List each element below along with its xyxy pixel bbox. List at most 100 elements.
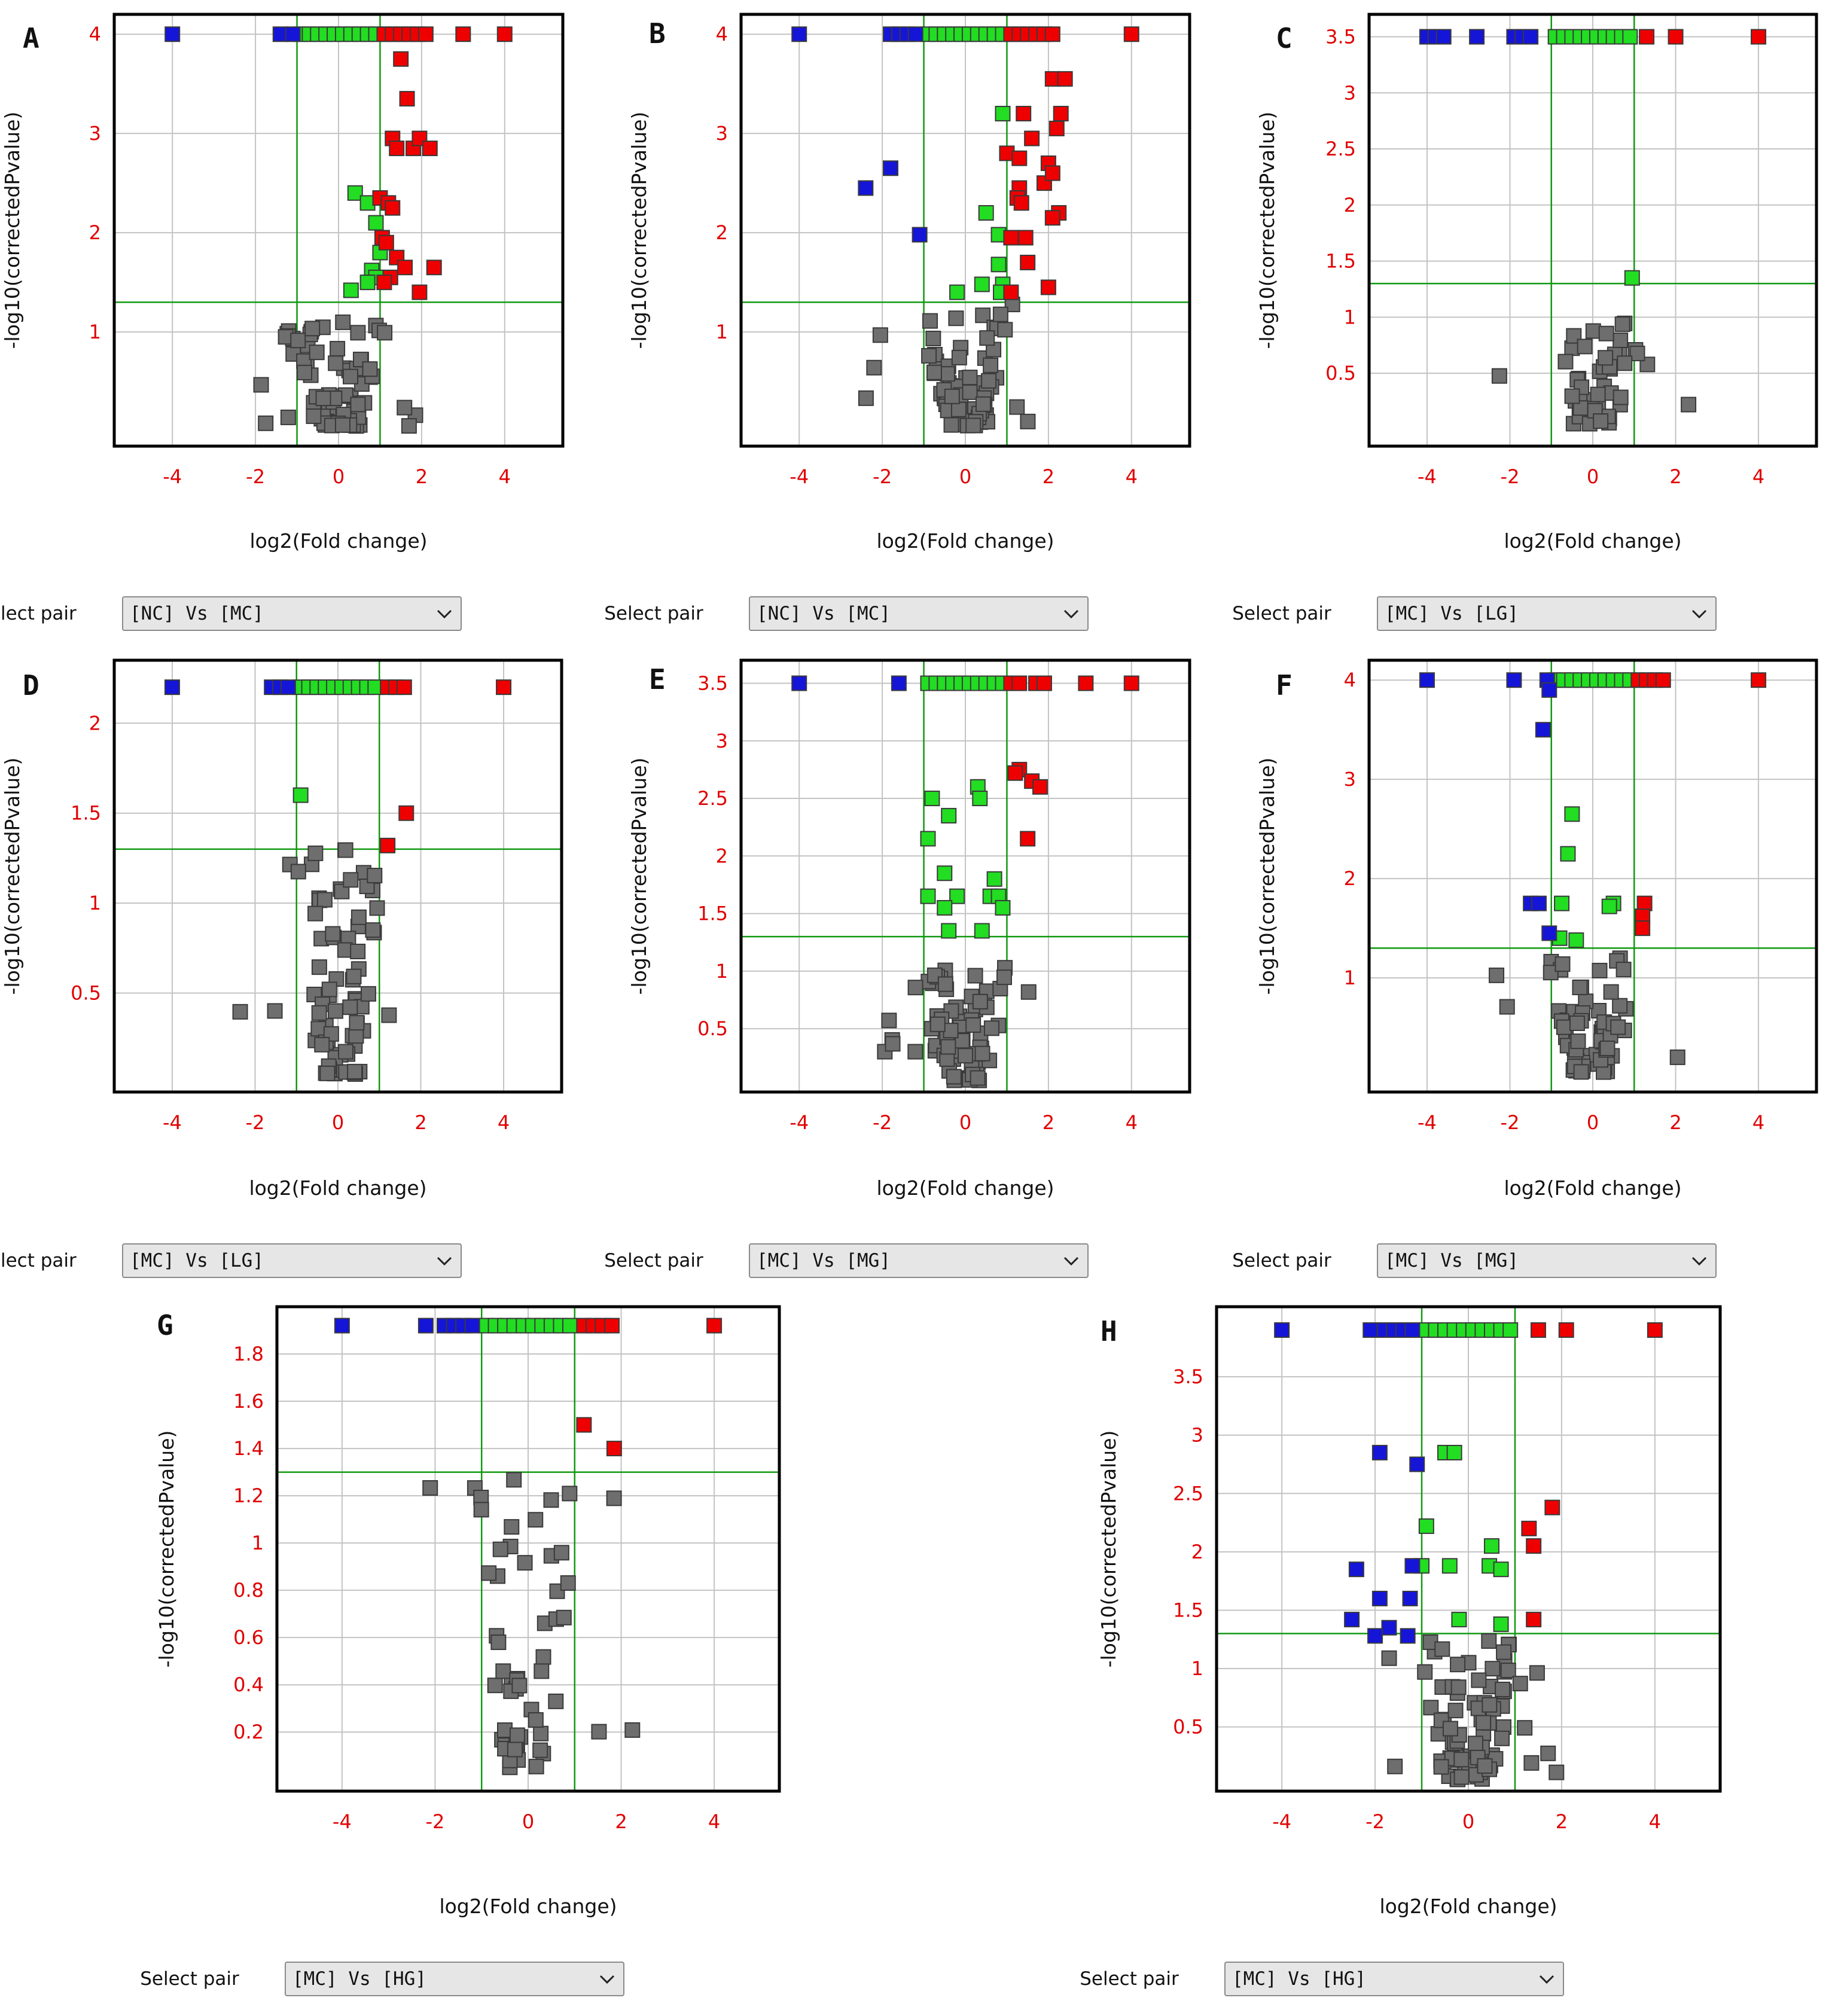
point-not-significant [495,1663,511,1679]
point-down-regulated [907,26,923,42]
x-tick-label: 0 [959,465,971,488]
plot-frame [275,1305,781,1793]
x-tick-label: 4 [708,1810,720,1833]
select-pair-box[interactable] [122,1243,462,1278]
select-pair-value: [NC] Vs [MC] [130,603,264,624]
select-pair-value: [MC] Vs [HG] [292,1968,426,1990]
x-tick-label: -2 [873,465,892,488]
point-up-regulated [397,260,413,276]
point-not-significant [507,1741,523,1758]
select-pair-dropdown[interactable]: [MC] Vs [MG] [749,1243,1089,1278]
y-tick-label: 3.5 [1173,1365,1203,1388]
point-filtered [937,899,953,916]
panel-label: B [649,17,666,50]
point-not-significant [337,1044,353,1060]
select-pair-dropdown[interactable]: [NC] Vs [MC] [749,596,1089,631]
select-pair-box[interactable] [1377,1243,1717,1278]
select-pair-dropdown[interactable]: [MC] Vs [MG] [1377,1243,1717,1278]
point-not-significant [532,1742,548,1758]
plot-frame [1215,1305,1722,1793]
y-tick-label: 1.4 [233,1437,264,1460]
point-down-regulated [285,26,301,42]
chevron-down-icon[interactable] [437,609,452,619]
x-tick-label: 4 [1649,1810,1661,1833]
point-up-regulated [1751,672,1767,688]
point-not-significant [1489,967,1505,983]
point-not-significant [907,1044,923,1060]
point-not-significant [1485,1661,1501,1677]
x-axis-label: log2(Fold change) [249,1176,426,1200]
point-not-significant [306,986,322,1002]
point-up-regulated [1040,279,1056,295]
x-tick-label: -4 [1272,1810,1291,1833]
y-tick-label: 4 [89,23,101,45]
select-pair-value: [MC] Vs [MG] [757,1250,891,1271]
point-not-significant [232,1004,248,1020]
point-not-significant [1491,368,1507,384]
x-tick-label: 4 [1126,465,1138,488]
select-pair-box[interactable] [749,1243,1089,1278]
select-pair-dropdown[interactable]: [MC] Vs [LG] [1377,596,1717,631]
select-pair-box[interactable] [285,1962,624,1996]
point-down-regulated [1400,1628,1416,1644]
point-filtered [1624,270,1640,286]
point-not-significant [528,1512,544,1528]
y-tick-label: 2.5 [697,787,728,810]
select-pair-dropdown[interactable]: [MC] Vs [HG] [285,1962,624,1996]
chevron-down-icon[interactable] [1063,1256,1079,1266]
point-not-significant [958,1048,974,1064]
chevron-down-icon[interactable] [599,1975,615,1984]
point-up-regulated [1044,165,1060,181]
select-pair-dropdown[interactable]: [MC] Vs [HG] [1224,1962,1564,1996]
point-not-significant [350,397,366,413]
point-not-significant [1423,1700,1439,1716]
select-pair-box[interactable] [122,596,462,631]
select-pair-box[interactable] [749,596,1089,631]
point-not-significant [1417,1664,1433,1680]
y-tick-label: 1.5 [1173,1599,1203,1621]
chevron-down-icon[interactable] [1063,609,1079,619]
point-not-significant [365,922,381,938]
point-not-significant [1592,962,1608,978]
y-axis-label: -log10(correctedPvalue) [1,112,24,349]
point-not-significant [1447,1703,1464,1719]
point-not-significant [979,330,995,346]
data-points [791,675,1139,1088]
point-not-significant [1481,1633,1497,1649]
point-not-significant [1669,1049,1685,1065]
chevron-down-icon[interactable] [1691,609,1707,619]
point-up-regulated [496,26,513,42]
chevron-down-icon[interactable] [1539,1975,1554,1984]
select-pair-dropdown[interactable]: [MC] Vs [LG] [122,1243,462,1278]
select-pair-box[interactable] [1224,1962,1564,1996]
point-down-regulated [464,1317,480,1334]
point-not-significant [929,1016,946,1032]
point-not-significant [962,384,978,400]
point-filtered [1601,898,1617,914]
point-down-regulated [1435,29,1452,45]
select-pair-dropdown[interactable]: [NC] Vs [MC] [122,596,462,631]
point-up-regulated [412,284,428,300]
point-up-regulated [396,679,412,696]
point-up-regulated [1526,1538,1542,1554]
y-tick-label: 3 [716,730,728,752]
select-pair-box[interactable] [1377,596,1717,631]
point-down-regulated [334,1317,350,1334]
volcano-panel-a: A -4 -2 0 2 4 1 2 3 4 log2(Fold change) -log10(corr… [0,13,565,631]
x-tick-label: -4 [1418,1111,1437,1134]
point-up-regulated [1007,765,1023,781]
point-not-significant [1009,399,1025,415]
y-tick-label: 3 [1344,81,1356,104]
point-up-regulated [422,141,438,157]
point-not-significant [307,845,324,861]
point-not-significant [315,391,331,407]
chevron-down-icon[interactable] [1691,1256,1707,1266]
point-up-regulated [385,200,401,216]
point-not-significant [1517,1720,1533,1736]
point-up-regulated [604,1317,620,1334]
chevron-down-icon[interactable] [437,1256,452,1266]
x-tick-label: 0 [522,1810,534,1833]
point-down-regulated [1531,895,1547,911]
x-tick-label: 4 [1752,465,1764,488]
point-not-significant [881,1012,897,1029]
